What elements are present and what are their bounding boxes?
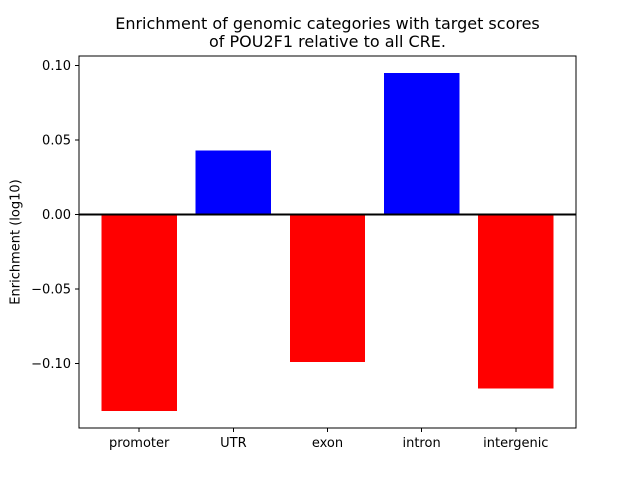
y-tick-label: 0.10 <box>42 59 71 74</box>
x-tick-label: promoter <box>109 436 170 451</box>
bar-promoter <box>101 214 177 411</box>
y-tick-label: 0.05 <box>42 134 71 149</box>
x-tick-label: intron <box>402 436 440 451</box>
y-axis-label: Enrichment (log10) <box>8 179 24 305</box>
x-tick-label: exon <box>312 436 343 451</box>
y-tick-label: −0.05 <box>31 282 71 297</box>
bar-exon <box>289 214 366 362</box>
bar-intergenic <box>478 214 554 389</box>
x-tick-label: intergenic <box>483 436 548 451</box>
chart-title: Enrichment of genomic categories with ta… <box>115 14 540 51</box>
x-tick-label: UTR <box>220 436 247 451</box>
y-tick-label: 0.00 <box>42 208 71 223</box>
y-tick-label: −0.10 <box>31 357 71 372</box>
bar-UTR <box>195 150 271 215</box>
bar-intron <box>384 73 460 215</box>
